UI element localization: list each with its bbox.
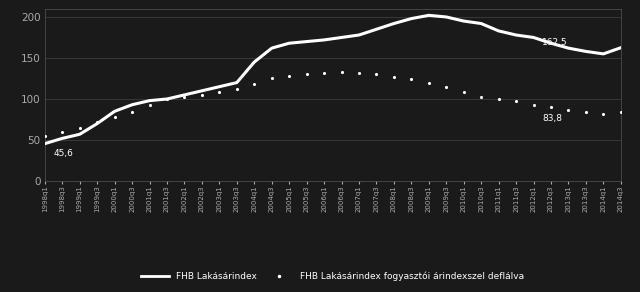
FHB Lakásárindex fogyasztói árindexszel deflálva <box>268 77 276 80</box>
FHB Lakásárindex <box>180 93 188 97</box>
FHB Lakásárindex fogyasztói árindexszel deflálva <box>41 134 49 138</box>
FHB Lakásárindex <box>495 29 502 33</box>
FHB Lakásárindex fogyasztói árindexszel deflálva <box>355 71 363 74</box>
FHB Lakásárindex fogyasztói árindexszel deflálva <box>617 111 625 114</box>
FHB Lakásárindex fogyasztói árindexszel deflálva <box>163 97 171 101</box>
FHB Lakásárindex fogyasztói árindexszel deflálva <box>512 100 520 103</box>
FHB Lakásárindex fogyasztói árindexszel deflálva <box>250 82 258 86</box>
FHB Lakásárindex fogyasztói árindexszel deflálva <box>93 120 101 124</box>
FHB Lakásárindex <box>477 22 485 25</box>
Legend: FHB Lakásárindex, FHB Lakásárindex fogyasztói árindexszel deflálva: FHB Lakásárindex, FHB Lakásárindex fogya… <box>138 268 528 285</box>
FHB Lakásárindex fogyasztói árindexszel deflálva <box>600 112 607 116</box>
FHB Lakásárindex <box>442 15 450 19</box>
FHB Lakásárindex <box>250 60 258 64</box>
FHB Lakásárindex fogyasztói árindexszel deflálva <box>442 85 450 88</box>
FHB Lakásárindex fogyasztói árindexszel deflálva <box>216 91 223 94</box>
FHB Lakásárindex <box>408 17 415 20</box>
FHB Lakásárindex fogyasztói árindexszel deflálva <box>58 130 66 133</box>
FHB Lakásárindex fogyasztói árindexszel deflálva <box>582 110 589 114</box>
FHB Lakásárindex <box>530 36 538 39</box>
FHB Lakásárindex <box>128 103 136 107</box>
FHB Lakásárindex <box>198 89 205 93</box>
FHB Lakásárindex <box>303 40 310 43</box>
FHB Lakásárindex fogyasztói árindexszel deflálva <box>320 71 328 74</box>
FHB Lakásárindex <box>163 97 171 101</box>
FHB Lakásárindex <box>41 142 49 145</box>
FHB Lakásárindex <box>111 110 118 113</box>
FHB Lakásárindex <box>600 52 607 56</box>
FHB Lakásárindex fogyasztói árindexszel deflálva <box>146 103 154 107</box>
FHB Lakásárindex <box>320 38 328 42</box>
FHB Lakásárindex fogyasztói árindexszel deflálva <box>76 126 84 129</box>
FHB Lakásárindex fogyasztói árindexszel deflálva <box>460 91 468 94</box>
FHB Lakásárindex <box>338 36 346 39</box>
FHB Lakásárindex <box>76 133 84 136</box>
FHB Lakásárindex <box>93 122 101 125</box>
FHB Lakásárindex fogyasztói árindexszel deflálva <box>111 115 118 119</box>
FHB Lakásárindex fogyasztói árindexszel deflálva <box>425 81 433 84</box>
FHB Lakásárindex <box>233 81 241 84</box>
Text: 83,8: 83,8 <box>542 114 563 123</box>
FHB Lakásárindex fogyasztói árindexszel deflálva <box>477 95 485 98</box>
FHB Lakásárindex <box>216 85 223 88</box>
Line: FHB Lakásárindex: FHB Lakásárindex <box>45 15 621 144</box>
FHB Lakásárindex <box>146 99 154 102</box>
FHB Lakásárindex fogyasztói árindexszel deflálva <box>495 97 502 101</box>
FHB Lakásárindex fogyasztói árindexszel deflálva <box>408 78 415 81</box>
FHB Lakásárindex fogyasztói árindexszel deflálva <box>338 70 346 74</box>
FHB Lakásárindex <box>564 46 572 50</box>
FHB Lakásárindex fogyasztói árindexszel deflálva <box>285 74 293 78</box>
FHB Lakásárindex <box>460 19 468 23</box>
FHB Lakásárindex fogyasztói árindexszel deflálva <box>233 87 241 91</box>
FHB Lakásárindex <box>372 27 380 31</box>
FHB Lakásárindex fogyasztói árindexszel deflálva <box>547 105 555 109</box>
FHB Lakásárindex <box>617 46 625 49</box>
FHB Lakásárindex <box>268 46 276 50</box>
FHB Lakásárindex <box>425 13 433 17</box>
FHB Lakásárindex fogyasztói árindexszel deflálva <box>564 108 572 112</box>
FHB Lakásárindex fogyasztói árindexszel deflálva <box>390 75 397 79</box>
FHB Lakásárindex <box>355 33 363 37</box>
FHB Lakásárindex <box>58 137 66 140</box>
FHB Lakásárindex fogyasztói árindexszel deflálva <box>198 93 205 97</box>
FHB Lakásárindex fogyasztói árindexszel deflálva <box>303 73 310 76</box>
FHB Lakásárindex <box>512 33 520 37</box>
FHB Lakásárindex fogyasztói árindexszel deflálva <box>128 110 136 114</box>
Text: 45,6: 45,6 <box>54 149 74 158</box>
FHB Lakásárindex <box>547 41 555 45</box>
Line: FHB Lakásárindex fogyasztói árindexszel deflálva: FHB Lakásárindex fogyasztói árindexszel … <box>43 70 623 138</box>
FHB Lakásárindex fogyasztói árindexszel deflálva <box>530 103 538 107</box>
FHB Lakásárindex fogyasztói árindexszel deflálva <box>372 73 380 76</box>
Text: 162,5: 162,5 <box>542 38 568 47</box>
FHB Lakásárindex <box>285 41 293 45</box>
FHB Lakásárindex <box>582 50 589 53</box>
FHB Lakásárindex fogyasztói árindexszel deflálva <box>180 95 188 99</box>
FHB Lakásárindex <box>390 22 397 25</box>
